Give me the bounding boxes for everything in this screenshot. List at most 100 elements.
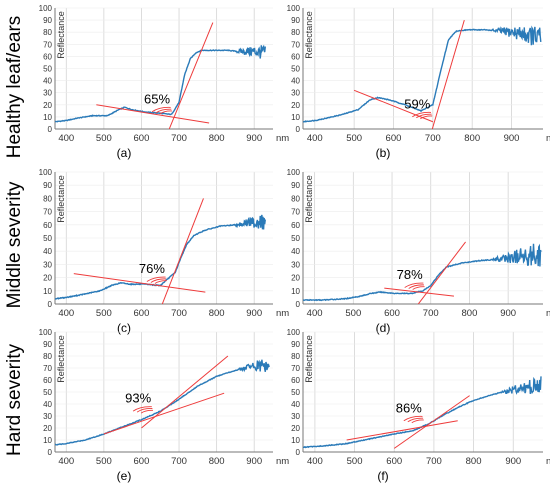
y-tick-label: 30 <box>43 412 52 421</box>
y-tick-label: 10 <box>43 113 52 122</box>
x-tick-label: 400 <box>307 456 323 467</box>
spectrum-line <box>55 359 270 446</box>
fit-line <box>346 420 458 441</box>
x-unit-label: nm <box>546 308 550 319</box>
spectrum-line <box>55 214 266 300</box>
angle-percentage-label: 78% <box>397 267 423 282</box>
spectrum-line <box>303 25 542 123</box>
x-tick-label: 700 <box>171 456 187 467</box>
y-tick-label: 70 <box>291 40 300 49</box>
x-tick-label: 700 <box>171 308 187 319</box>
y-tick-label: 20 <box>43 101 52 110</box>
y-tick-label: 50 <box>43 65 52 74</box>
fit-line <box>161 198 204 304</box>
x-tick-label: 900 <box>246 133 262 144</box>
y-tick-label: 0 <box>48 125 53 134</box>
y-tick-label: 100 <box>39 4 53 13</box>
fit-line <box>384 287 455 297</box>
fit-line <box>141 355 229 429</box>
y-axis-label: Reflectance <box>304 11 314 59</box>
angle-percentage-label: 93% <box>125 391 151 406</box>
x-tick-label: 700 <box>423 308 439 319</box>
x-tick-label: 900 <box>505 456 521 467</box>
angle-arc <box>132 406 152 412</box>
angle-arc <box>136 408 153 413</box>
y-tick-label: 80 <box>43 194 52 203</box>
y-tick-label: 10 <box>291 287 300 296</box>
y-tick-label: 50 <box>43 388 52 397</box>
fit-line <box>96 104 210 124</box>
y-tick-label: 80 <box>291 194 300 203</box>
y-tick-label: 70 <box>291 364 300 373</box>
x-tick-label: 700 <box>425 133 441 144</box>
angle-arc <box>412 286 425 290</box>
angle-arc <box>155 108 172 114</box>
y-tick-label: 40 <box>291 400 300 409</box>
y-tick-label: 40 <box>43 400 52 409</box>
x-tick-label: 600 <box>386 133 402 144</box>
y-tick-label: 40 <box>43 247 52 256</box>
y-tick-label: 10 <box>291 436 300 445</box>
x-tick-label: 500 <box>345 308 361 319</box>
y-tick-label: 30 <box>291 412 300 421</box>
angle-percentage-label: 76% <box>139 261 165 276</box>
x-tick-label: 600 <box>386 456 402 467</box>
angle-arc <box>146 276 166 282</box>
x-tick-label: 500 <box>96 308 112 319</box>
y-axis-label: Reflectance <box>56 335 66 383</box>
x-unit-label: nm <box>276 308 289 319</box>
panel-caption: (e) <box>117 469 132 483</box>
y-tick-label: 90 <box>291 16 300 25</box>
y-axis-label: Reflectance <box>56 11 66 59</box>
x-tick-label: 700 <box>426 456 442 467</box>
angle-percentage-label: 65% <box>144 91 170 106</box>
x-tick-label: 500 <box>96 456 112 467</box>
x-tick-label: 600 <box>134 308 150 319</box>
chart-panel: 400 500 600 700 800 900 nm 0 10 20 30 40 50 60 70 80 90 1… <box>287 168 550 335</box>
y-tick-label: 80 <box>291 352 300 361</box>
x-tick-label: 400 <box>58 456 74 467</box>
y-tick-label: 100 <box>287 168 301 177</box>
angle-arc <box>407 417 424 423</box>
y-tick-label: 0 <box>296 448 301 457</box>
fit-line <box>417 241 466 304</box>
y-tick-label: 70 <box>43 364 52 373</box>
x-tick-label: 800 <box>209 456 225 467</box>
y-tick-label: 80 <box>43 352 52 361</box>
x-tick-label: 900 <box>500 308 516 319</box>
fit-line <box>353 89 434 123</box>
panel-caption: (b) <box>376 146 391 160</box>
angle-arc <box>411 419 424 424</box>
x-tick-label: 900 <box>246 456 262 467</box>
angle-arc <box>404 282 424 288</box>
y-tick-label: 20 <box>291 424 300 433</box>
y-tick-label: 0 <box>48 448 53 457</box>
spectrum-line <box>303 376 542 449</box>
x-tick-label: 600 <box>384 308 400 319</box>
angle-arc <box>412 111 432 118</box>
x-unit-label: nm <box>276 456 289 467</box>
angle-percentage-label: 59% <box>404 96 430 111</box>
y-tick-label: 10 <box>43 287 52 296</box>
fit-line <box>168 22 214 129</box>
y-tick-label: 60 <box>291 376 300 385</box>
x-tick-label: 600 <box>134 456 150 467</box>
y-tick-label: 20 <box>291 274 300 283</box>
x-tick-label: 500 <box>96 133 112 144</box>
panel-caption: (f) <box>377 469 388 483</box>
y-tick-label: 30 <box>43 260 52 269</box>
spectrum-line <box>55 44 266 123</box>
y-tick-label: 60 <box>291 52 300 61</box>
y-axis-label: Reflectance <box>56 175 66 223</box>
y-tick-label: 60 <box>43 52 52 61</box>
y-tick-label: 70 <box>291 208 300 217</box>
y-tick-label: 100 <box>287 328 301 337</box>
angle-arc <box>154 280 167 284</box>
y-tick-label: 60 <box>43 376 52 385</box>
angle-arc <box>151 106 171 113</box>
y-tick-label: 10 <box>291 113 300 122</box>
y-tick-label: 100 <box>39 168 53 177</box>
y-tick-label: 30 <box>43 89 52 98</box>
y-tick-label: 50 <box>291 234 300 243</box>
x-tick-label: 800 <box>464 133 480 144</box>
